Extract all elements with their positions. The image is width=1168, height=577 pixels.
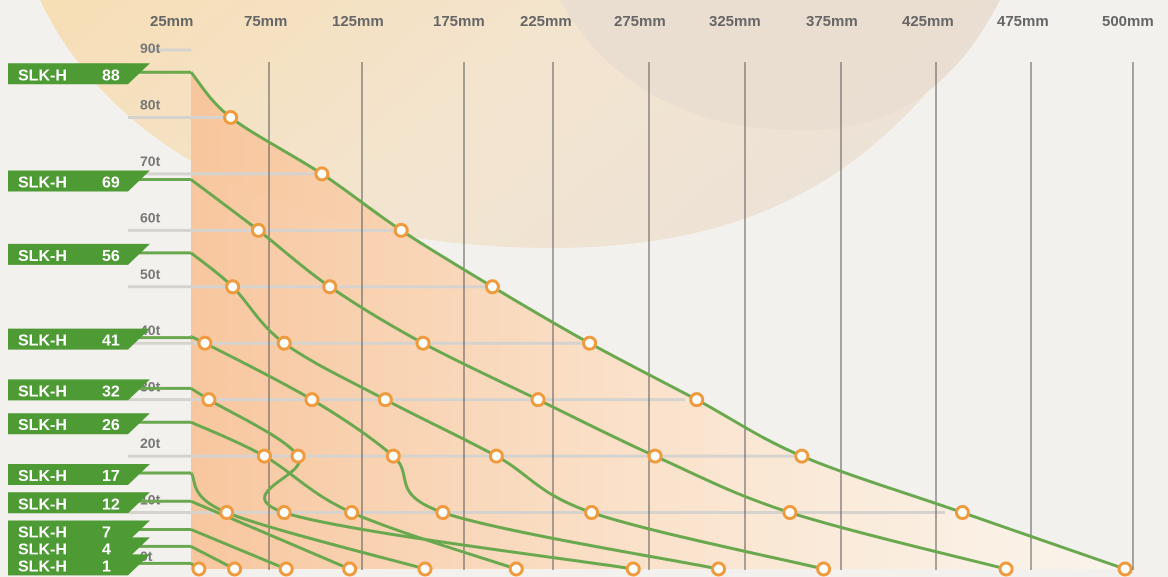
data-point [225,111,237,123]
series-tag-value: 56 [102,248,120,265]
data-point [344,563,356,575]
y-tick-label: 20t [140,435,161,451]
x-tick-label: 475mm [997,13,1049,30]
x-tick-label: 275mm [614,13,666,30]
series-tag-value: 17 [102,468,120,485]
x-tick-label: 375mm [806,13,858,30]
data-point [713,563,725,575]
series-tag-label: SLK-H [18,175,67,192]
x-tick-label: 425mm [902,13,954,30]
data-point [252,224,264,236]
data-point [584,337,596,349]
data-point [395,224,407,236]
series-tag-value: 1 [102,558,111,575]
x-tick-label: 500mm [1102,13,1154,30]
data-point [227,281,239,293]
data-point [1119,563,1131,575]
data-point [784,507,796,519]
data-point [486,281,498,293]
data-point [278,337,290,349]
data-point [387,450,399,462]
data-point [292,450,304,462]
y-tick-label: 50t [140,266,161,282]
data-point [306,394,318,406]
series-tag-label: SLK-H [18,417,67,434]
x-tick-label: 25mm [150,13,193,30]
data-point [510,563,522,575]
y-tick-label: 70t [140,153,161,169]
series-tag-label: SLK-H [18,333,67,350]
series-tag-label: SLK-H [18,558,67,575]
data-point [324,281,336,293]
series-tag-label: SLK-H [18,248,67,265]
area-fill-shape [191,72,1133,569]
series-tag-value: 69 [102,175,120,192]
series-tag-value: 26 [102,417,120,434]
series-tag-value: 12 [102,496,120,513]
data-point [193,563,205,575]
x-axis-ticks: 25mm 75mm 125mm 175mm 225mm 275mm 325mm 375mm 42… [150,13,1154,30]
data-point [199,337,211,349]
data-point [627,563,639,575]
data-point [437,507,449,519]
data-point [221,507,233,519]
data-point [203,394,215,406]
series-tag-label: SLK-H [18,496,67,513]
data-point [1000,563,1012,575]
x-tick-label: 225mm [520,13,572,30]
area-fill [191,72,1133,569]
data-point [649,450,661,462]
data-point [419,563,431,575]
x-tick-label: 325mm [709,13,761,30]
data-point [956,507,968,519]
data-point [278,507,290,519]
series-labels: SLK-H 88 SLK-H 69 SLK-H 56 SLK-H 41 SLK-H 32 SLK-H… [8,63,191,575]
data-point [818,563,830,575]
x-tick-label: 175mm [433,13,485,30]
series-tag-value: 41 [102,333,120,350]
data-point [796,450,808,462]
data-point [691,394,703,406]
data-point [490,450,502,462]
data-point [346,507,358,519]
data-point [229,563,241,575]
series-tag-label: SLK-H [18,383,67,400]
y-tick-label: 60t [140,209,161,225]
data-point [379,394,391,406]
x-tick-label: 75mm [244,13,287,30]
data-point [316,168,328,180]
series-tag-value: 32 [102,383,120,400]
x-tick-label: 125mm [332,13,384,30]
series-tag-value: 88 [102,67,120,84]
data-point [280,563,292,575]
y-tick-label: 90t [140,40,161,56]
data-point [586,507,598,519]
series-tag-label: SLK-H [18,468,67,485]
y-tick-label: 80t [140,96,161,112]
data-point [532,394,544,406]
data-point [258,450,270,462]
series-tag-label: SLK-H [18,67,67,84]
data-point [417,337,429,349]
